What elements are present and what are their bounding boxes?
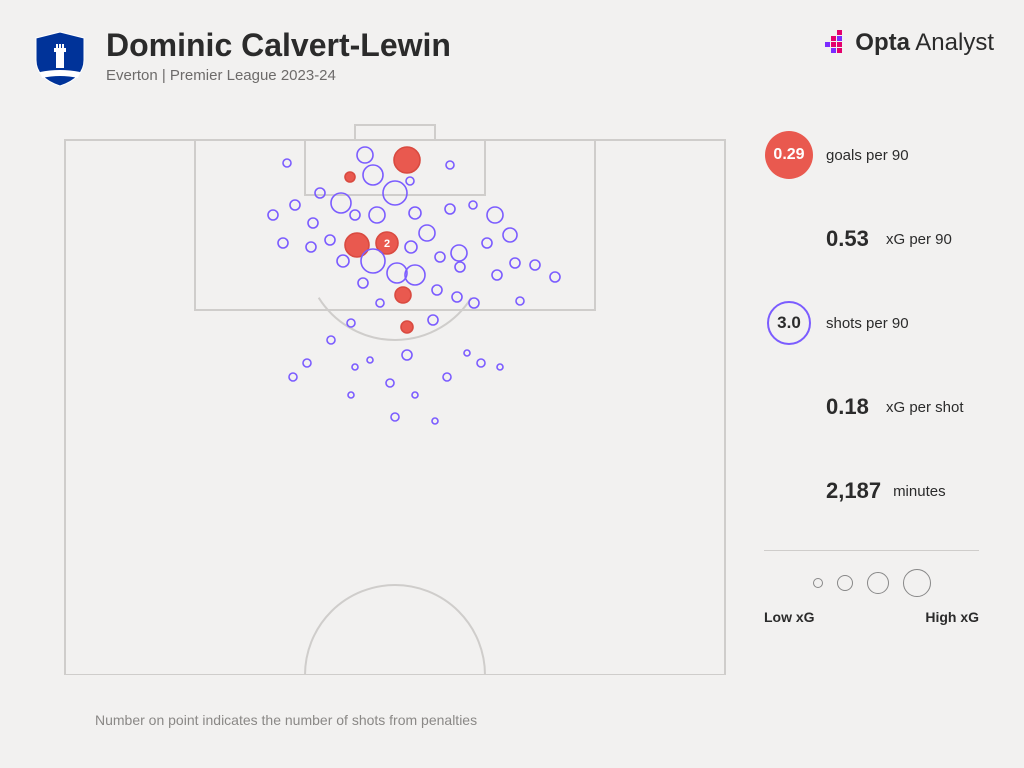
shots-circle-icon: 3.0 <box>764 298 814 348</box>
shot-goal-marker <box>345 172 355 182</box>
shot-miss-marker <box>348 392 354 398</box>
legend-xg-labels: Low xG High xG <box>764 609 979 625</box>
shot-miss-marker <box>455 262 465 272</box>
legend-size-dot <box>867 572 889 594</box>
brand-logo: Opta Analyst <box>817 28 994 58</box>
player-name: Dominic Calvert-Lewin <box>106 28 817 63</box>
shot-miss-marker <box>510 258 520 268</box>
shot-miss-marker <box>451 245 467 261</box>
shot-miss-marker <box>530 260 540 270</box>
shot-miss-marker <box>446 161 454 169</box>
shot-miss-marker <box>402 350 412 360</box>
legend-size-dot <box>813 578 823 588</box>
shot-goal-marker <box>401 321 413 333</box>
shot-miss-marker <box>435 252 445 262</box>
brand-text: Opta Analyst <box>855 29 994 57</box>
shot-miss-marker <box>369 207 385 223</box>
shot-miss-marker <box>482 238 492 248</box>
shot-penalty-count: 2 <box>384 238 390 250</box>
shot-miss-marker <box>405 241 417 253</box>
shot-miss-marker <box>477 359 485 367</box>
header: Dominic Calvert-Lewin Everton | Premier … <box>30 28 994 88</box>
stat-xg-per90: 0.53 xG per 90 <box>764 214 979 264</box>
shot-miss-marker <box>405 265 425 285</box>
shot-goal-marker <box>345 233 369 257</box>
shot-miss-marker <box>387 263 407 283</box>
shot-miss-marker <box>357 147 373 163</box>
shot-miss-marker <box>361 249 385 273</box>
shot-miss-marker <box>315 188 325 198</box>
shot-goal-marker <box>394 147 420 173</box>
divider <box>764 550 979 551</box>
shot-miss-marker <box>352 364 358 370</box>
stats-panel: 0.29 goals per 90 0.53 xG per 90 3.0 sho… <box>764 130 979 625</box>
shot-miss-marker <box>469 201 477 209</box>
shot-miss-marker <box>550 272 560 282</box>
shot-miss-marker <box>337 255 349 267</box>
shot-miss-marker <box>347 319 355 327</box>
shot-miss-marker <box>428 315 438 325</box>
pitch-svg: 2 <box>55 115 735 675</box>
shot-miss-marker <box>283 159 291 167</box>
pitch-chart: 2 <box>55 115 735 675</box>
shot-miss-marker <box>278 238 288 248</box>
shot-miss-marker <box>409 207 421 219</box>
shot-miss-marker <box>412 392 418 398</box>
shot-miss-marker <box>303 359 311 367</box>
shot-miss-marker <box>469 298 479 308</box>
legend-size-dot <box>903 569 931 597</box>
shot-miss-marker <box>432 418 438 424</box>
shot-miss-marker <box>503 228 517 242</box>
opta-mark-icon <box>817 28 847 58</box>
shot-miss-marker <box>327 336 335 344</box>
club-crest-icon <box>30 28 90 88</box>
shot-miss-marker <box>290 200 300 210</box>
title-block: Dominic Calvert-Lewin Everton | Premier … <box>106 28 817 84</box>
shot-miss-marker <box>363 165 383 185</box>
footnote: Number on point indicates the number of … <box>95 712 477 728</box>
shot-miss-marker <box>325 235 335 245</box>
shot-miss-marker <box>376 299 384 307</box>
subtitle: Everton | Premier League 2023-24 <box>106 67 817 84</box>
legend-size-dot <box>837 575 853 591</box>
shot-miss-marker <box>419 225 435 241</box>
stat-goals-per90: 0.29 goals per 90 <box>764 130 979 180</box>
shot-miss-marker <box>391 413 399 421</box>
shot-miss-marker <box>443 373 451 381</box>
shot-miss-marker <box>452 292 462 302</box>
shot-miss-marker <box>432 285 442 295</box>
shot-miss-marker <box>289 373 297 381</box>
shot-miss-marker <box>306 242 316 252</box>
shot-miss-marker <box>367 357 373 363</box>
shot-miss-marker <box>464 350 470 356</box>
shot-miss-marker <box>497 364 503 370</box>
legend-xg-sizes <box>764 569 979 597</box>
shot-miss-marker <box>386 379 394 387</box>
stat-shots-per90: 3.0 shots per 90 <box>764 298 979 348</box>
shot-miss-marker <box>487 207 503 223</box>
stat-minutes: 2,187 minutes <box>764 466 979 516</box>
shot-miss-marker <box>406 177 414 185</box>
stat-xg-per-shot: 0.18 xG per shot <box>764 382 979 432</box>
goals-circle-icon: 0.29 <box>764 130 814 180</box>
shot-goal-marker <box>395 287 411 303</box>
shot-miss-marker <box>358 278 368 288</box>
shot-miss-marker <box>350 210 360 220</box>
shot-miss-marker <box>445 204 455 214</box>
shot-miss-marker <box>268 210 278 220</box>
shot-miss-marker <box>516 297 524 305</box>
shot-miss-marker <box>308 218 318 228</box>
shot-miss-marker <box>383 181 407 205</box>
shot-miss-marker <box>492 270 502 280</box>
